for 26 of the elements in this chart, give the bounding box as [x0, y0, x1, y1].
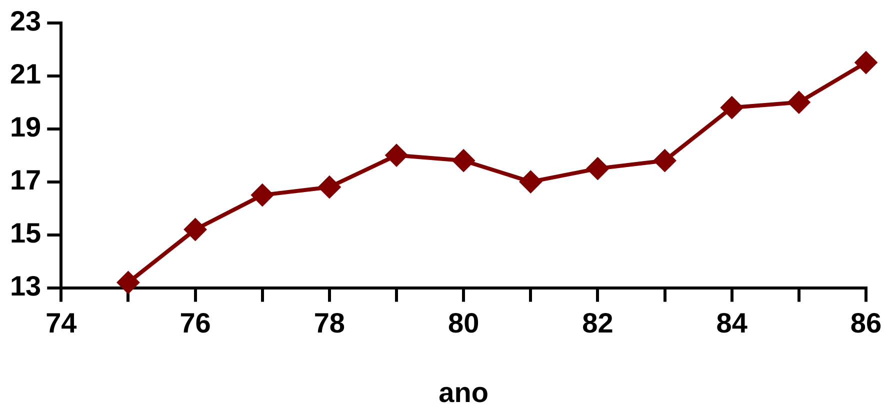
point: [116, 271, 140, 294]
point: [720, 96, 744, 120]
y-tick-label: 21: [10, 58, 42, 90]
x-tick-label: 80: [448, 307, 480, 338]
x-tick-label: 86: [850, 307, 882, 338]
point: [787, 90, 810, 114]
x-tick-label: 74: [46, 307, 78, 338]
point: [452, 149, 476, 172]
y-tick-label: 17: [10, 164, 42, 196]
x-tick-label: 76: [180, 307, 211, 338]
point: [250, 184, 274, 207]
point: [184, 218, 207, 241]
y-tick-label: 23: [10, 6, 42, 37]
point: [385, 144, 408, 167]
point: [519, 170, 542, 194]
y-tick-label: 15: [10, 218, 42, 249]
x-tick-label: 84: [716, 307, 748, 338]
point: [653, 149, 676, 172]
y-tick-label: 19: [10, 112, 42, 143]
point: [586, 157, 610, 180]
point: [318, 176, 341, 199]
point: [854, 51, 878, 74]
y-tick-label: 13: [10, 270, 42, 302]
x-tick-label: 78: [314, 307, 346, 338]
x-tick-label: 82: [582, 307, 614, 338]
x-axis-title: ano: [438, 376, 488, 408]
